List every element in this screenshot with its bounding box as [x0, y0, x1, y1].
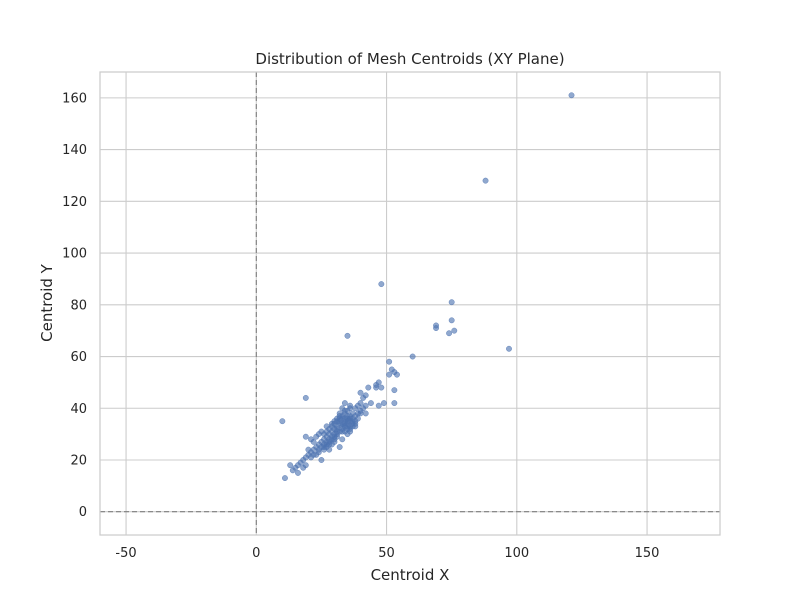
data-point — [448, 317, 455, 324]
data-point — [367, 400, 374, 407]
data-points — [279, 92, 575, 482]
x-tick-label: 50 — [378, 546, 395, 561]
data-point — [295, 469, 301, 476]
data-point — [409, 353, 416, 360]
data-point — [279, 418, 286, 425]
data-point — [339, 436, 346, 443]
data-point — [302, 394, 309, 401]
data-point — [318, 457, 325, 463]
data-point — [302, 433, 309, 440]
data-point — [305, 446, 312, 453]
data-point — [360, 394, 367, 401]
data-point — [448, 299, 455, 306]
data-point — [310, 438, 317, 445]
data-point — [354, 415, 361, 422]
chart-title: Distribution of Mesh Centroids (XY Plane… — [255, 50, 564, 68]
data-point — [282, 475, 288, 482]
x-axis-label: Centroid X — [371, 566, 450, 584]
data-point — [344, 407, 351, 414]
data-point — [391, 400, 398, 407]
data-point — [375, 402, 382, 409]
data-point — [568, 92, 575, 99]
data-point — [321, 446, 327, 453]
data-point — [334, 425, 341, 432]
data-point — [336, 415, 343, 422]
y-tick-label: 40 — [70, 402, 87, 417]
data-point — [331, 436, 338, 443]
data-point — [336, 444, 343, 451]
data-point — [378, 384, 385, 391]
y-tick-label: 0 — [79, 505, 87, 520]
data-point — [357, 389, 364, 396]
data-point — [360, 405, 367, 412]
x-axis-ticks: -50 0 50 100 150 — [115, 546, 659, 561]
data-point — [433, 325, 440, 332]
data-point — [451, 327, 458, 334]
x-tick-label: 100 — [504, 546, 529, 561]
y-axis-label: Centroid Y — [38, 263, 56, 342]
y-tick-label: 80 — [70, 298, 87, 313]
y-tick-label: 20 — [70, 453, 87, 468]
data-point — [287, 462, 294, 469]
data-point — [365, 384, 372, 391]
data-point — [373, 384, 380, 391]
data-point — [386, 371, 393, 378]
y-tick-label: 100 — [62, 247, 87, 262]
data-point — [349, 418, 356, 425]
data-point — [344, 423, 351, 430]
data-point — [391, 387, 398, 394]
y-tick-label: 60 — [70, 350, 87, 365]
data-point — [380, 400, 387, 407]
data-point — [308, 454, 314, 461]
plot-frame — [99, 71, 721, 536]
data-point — [341, 400, 348, 407]
data-point — [344, 332, 351, 339]
x-tick-label: 0 — [252, 546, 260, 561]
data-point — [506, 345, 512, 352]
data-point — [386, 358, 393, 365]
data-point — [362, 410, 369, 417]
y-tick-label: 120 — [62, 195, 87, 210]
data-point — [341, 428, 348, 435]
data-point — [315, 431, 322, 438]
x-tick-label: 150 — [635, 546, 660, 561]
data-point — [289, 467, 296, 474]
data-point — [347, 402, 354, 409]
data-point — [446, 330, 453, 337]
data-point — [394, 371, 400, 378]
data-point — [482, 177, 489, 184]
data-point — [302, 462, 309, 469]
reference-lines — [100, 72, 720, 535]
data-point — [339, 405, 346, 412]
data-point — [315, 446, 322, 453]
y-tick-label: 140 — [62, 143, 87, 158]
x-tick-label: -50 — [115, 546, 136, 561]
data-point — [352, 405, 359, 412]
grid — [100, 72, 720, 535]
data-point — [378, 281, 385, 288]
y-axis-ticks: 0 20 40 60 80 100 120 140 160 — [62, 91, 87, 520]
y-tick-label: 160 — [62, 91, 87, 106]
